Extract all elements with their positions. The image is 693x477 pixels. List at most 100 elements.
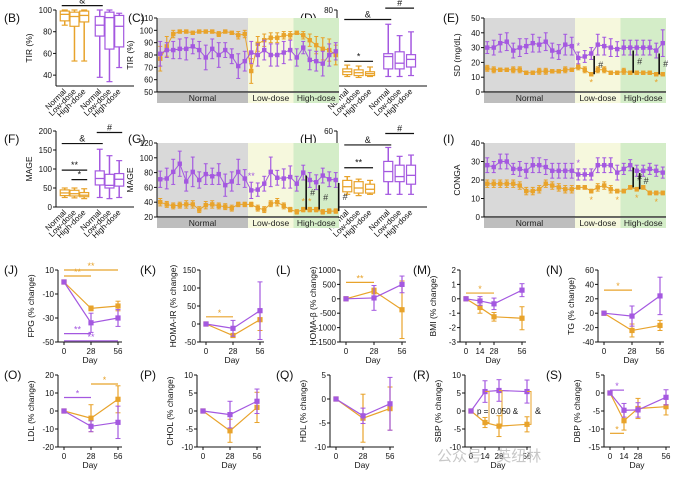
y-tick-label: -50: [42, 338, 54, 347]
panel-P: (P) -10 -5 0 5 10 CHOL (% change) 0 28 56 Day: [140, 368, 262, 470]
orange-data-point: [275, 200, 280, 205]
x-tick-label: 0: [464, 347, 469, 356]
purple-data-point: [327, 52, 332, 58]
x-tick-label: 0: [344, 347, 349, 356]
y-tick-label: 30: [471, 158, 480, 167]
y-tick-label: 110: [140, 14, 153, 23]
panel-label: (E): [443, 11, 459, 25]
significance-mark: #: [107, 123, 112, 133]
significance-mark: **: [355, 158, 363, 168]
purple-data-point: [504, 39, 509, 44]
significance-mark: *: [616, 281, 620, 291]
significance-star: *: [589, 195, 593, 205]
x-tick-label: 0: [469, 452, 474, 461]
panel-label: (B): [4, 11, 20, 25]
y-tick-label: 20: [471, 58, 480, 67]
purple-data-point: [569, 43, 574, 49]
x-tick-label: 56: [398, 347, 407, 356]
purple-data-point: [504, 159, 509, 164]
box-body: [104, 173, 115, 189]
y-tick-label: 1000: [318, 266, 336, 275]
purple-data-point: [249, 50, 254, 55]
y-tick-label: 40: [471, 29, 480, 38]
phase-label: High-dose: [297, 93, 336, 103]
box-0: [59, 187, 70, 199]
orange-data-point: [550, 183, 555, 188]
y-tick-label: 10: [184, 371, 193, 380]
orange-data-point: [576, 64, 581, 70]
orange-data-point: [576, 185, 581, 190]
hash-mark: #: [598, 60, 603, 70]
orange-data-point: [268, 201, 273, 206]
orange-data-point: [511, 67, 516, 72]
purple-data-point: [158, 51, 163, 56]
purple-data-point: [190, 44, 195, 49]
purple-data-point: [177, 161, 182, 166]
x-tick-label: 28: [370, 347, 379, 356]
orange-data-point: [563, 187, 568, 192]
orange-series-line: [487, 183, 663, 194]
y-tick-label: 100: [39, 165, 53, 174]
orange-data-point: [647, 70, 652, 75]
purple-data-point: [517, 45, 522, 50]
y-tick-label: -1500: [316, 338, 337, 347]
purple-data-point: [184, 179, 189, 184]
box-body: [104, 11, 115, 50]
purple-data-point: [463, 296, 469, 302]
purple-data-point: [88, 320, 94, 326]
orange-data-point: [236, 33, 241, 38]
purple-data-point: [229, 54, 234, 59]
purple-data-point: [275, 52, 280, 58]
phase-band: [157, 18, 248, 92]
purple-data-point: [621, 407, 627, 413]
panel-label: (C): [128, 11, 145, 25]
y-axis-label: CONGA: [452, 164, 462, 196]
orange-data-point: [399, 307, 405, 313]
purple-data-point: [595, 163, 600, 168]
box-1: [69, 9, 80, 62]
y-tick-label: -3: [449, 338, 457, 347]
orange-data-point: [641, 185, 646, 190]
box-body: [383, 53, 394, 70]
purple-data-point: [164, 47, 169, 53]
panel-label: (K): [140, 263, 156, 277]
y-axis-label: FPG (% change): [26, 274, 36, 337]
box-3: [383, 146, 394, 195]
y-tick-label: -20: [42, 443, 54, 452]
purple-data-point: [171, 47, 176, 53]
panel-J: (J) -50 -30 -10 10 FPG (% change) 0 28 56 Day ** **…: [4, 261, 123, 365]
purple-data-point: [184, 46, 189, 52]
significance-mark: **: [74, 267, 82, 277]
phase-label: Normal: [189, 93, 217, 103]
phase-band: [575, 143, 621, 217]
panel-label: (I): [443, 132, 454, 146]
purple-data-point: [275, 175, 280, 180]
x-tick-label: 56: [256, 347, 265, 356]
orange-data-point: [660, 190, 665, 196]
orange-data-point: [537, 187, 542, 192]
purple-data-point: [641, 45, 646, 50]
orange-data-point: [498, 181, 503, 186]
y-tick-label: 0: [332, 295, 337, 304]
purple-data-point: [223, 47, 228, 53]
significance-star: *: [301, 196, 305, 206]
significance-mark: *: [218, 308, 222, 318]
panel-label: (G): [128, 132, 145, 146]
purple-data-point: [88, 423, 94, 429]
orange-data-point: [333, 208, 338, 214]
significance-mark: *: [78, 170, 82, 180]
significance-mark: **: [74, 325, 82, 335]
purple-data-point: [628, 45, 633, 50]
y-tick-label: 50: [43, 184, 52, 193]
orange-data-point: [184, 29, 189, 34]
x-tick-label: 56: [523, 452, 532, 461]
y-tick-label: 0: [476, 213, 481, 222]
purple-data-point: [242, 176, 247, 181]
orange-data-point: [621, 188, 626, 194]
y-tick-label: 2: [452, 266, 457, 275]
orange-data-point: [268, 35, 273, 40]
y-axis-label: SD (mg/dL): [452, 33, 462, 77]
hash-mark: #: [310, 188, 315, 198]
y-tick-label: -5: [319, 419, 327, 428]
phase-label: High-dose: [624, 93, 663, 103]
